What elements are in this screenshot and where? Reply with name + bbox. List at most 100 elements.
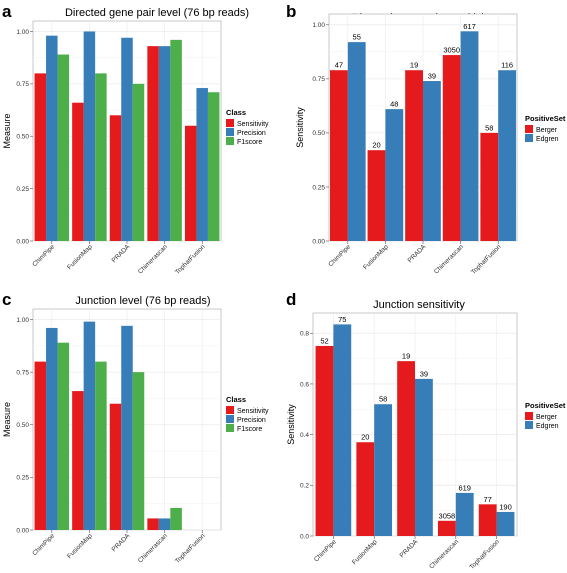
x-tick-label: FusionMap bbox=[66, 243, 94, 271]
data-label: 58 bbox=[379, 395, 387, 404]
x-tick-label: Chimerascan bbox=[433, 243, 465, 275]
legend-label: Precision bbox=[237, 130, 266, 137]
bar-edgren-fusionmap bbox=[374, 404, 393, 536]
chart-panel-c: c Junction level (76 bp reads) 0.00 0.25 0.5… bbox=[2, 290, 269, 565]
data-label: 19 bbox=[410, 61, 418, 70]
y-tick-label: 0.75 bbox=[312, 76, 325, 83]
y-tick-label: 0.25 bbox=[16, 475, 29, 482]
data-label: 77 bbox=[484, 495, 492, 504]
y-tick-label: 0.50 bbox=[16, 422, 29, 429]
chart-title: Junction level (76 bp reads) bbox=[75, 295, 210, 307]
bar-sensitivity-fusionmap bbox=[72, 102, 84, 241]
data-label: 52 bbox=[320, 336, 328, 345]
x-tick-label: FusionMap bbox=[351, 538, 379, 566]
panel-letter: c bbox=[2, 290, 11, 309]
bar-precision-prada bbox=[121, 37, 133, 242]
panel-letter: a bbox=[2, 2, 12, 21]
y-tick-label: 0.00 bbox=[312, 238, 325, 245]
bar-precision-tophatfusion bbox=[196, 88, 208, 241]
bar-berger-prada bbox=[397, 361, 415, 536]
data-label: 617 bbox=[463, 22, 476, 31]
bar-berger-chimpipe bbox=[329, 70, 348, 241]
bar-f1score-fusionmap bbox=[95, 73, 107, 241]
y-tick-label: 0.00 bbox=[16, 527, 29, 534]
bar-sensitivity-prada bbox=[109, 115, 122, 241]
data-label: 55 bbox=[353, 33, 361, 42]
legend-swatch bbox=[226, 424, 234, 432]
legend-swatch bbox=[226, 119, 234, 127]
x-tick-label: FusionMap bbox=[66, 532, 94, 560]
legend-swatch bbox=[226, 128, 234, 136]
bar-sensitivity-chimpipe bbox=[34, 361, 47, 530]
legend-swatch bbox=[226, 406, 234, 414]
legend-label: Precision bbox=[237, 417, 266, 424]
bar-precision-fusionmap bbox=[83, 31, 96, 241]
legend-swatch bbox=[226, 415, 234, 423]
bar-f1score-chimerascan bbox=[170, 39, 182, 241]
data-label: 39 bbox=[428, 72, 436, 81]
data-label: 47 bbox=[335, 61, 343, 70]
legend-title: PositiveSet bbox=[525, 401, 566, 410]
bar-sensitivity-chimerascan bbox=[147, 46, 159, 242]
chart-title: Junction sensitivity bbox=[373, 299, 465, 311]
bar-f1score-prada bbox=[132, 372, 145, 530]
legend-swatch bbox=[525, 412, 533, 420]
x-tick-label: Chimerascan bbox=[428, 538, 460, 570]
x-tick-label: ChimPipe bbox=[327, 243, 352, 268]
chart-panel-a: a Directed gene pair level (76 bp reads) 0… bbox=[2, 2, 269, 276]
y-tick-label: 0.00 bbox=[16, 238, 29, 245]
legend-swatch bbox=[525, 421, 533, 429]
bar-precision-fusionmap bbox=[83, 321, 96, 530]
legend-title: PositiveSet bbox=[525, 114, 566, 123]
x-tick-label: TophatFusion bbox=[470, 243, 503, 276]
data-label: 75 bbox=[338, 315, 346, 324]
bar-edgren-chimpipe bbox=[333, 324, 352, 536]
legend-swatch bbox=[226, 137, 234, 145]
bar-sensitivity-chimerascan bbox=[147, 518, 159, 530]
bar-edgren-fusionmap bbox=[385, 109, 404, 241]
y-tick-label: 0.25 bbox=[16, 186, 29, 193]
data-label: 619 bbox=[458, 483, 471, 492]
bar-berger-tophatfusion bbox=[478, 504, 497, 536]
bar-berger-tophatfusion bbox=[480, 132, 499, 241]
x-tick-label: ChimPipe bbox=[31, 532, 56, 557]
bar-precision-prada bbox=[121, 325, 133, 530]
y-tick-label: 0.75 bbox=[16, 81, 29, 88]
legend-label: Edgren bbox=[536, 423, 559, 430]
bar-f1score-fusionmap bbox=[95, 361, 107, 530]
x-tick-label: TophatFusion bbox=[468, 538, 501, 571]
bar-edgren-tophatfusion bbox=[498, 70, 517, 241]
x-tick-label: ChimPipe bbox=[31, 243, 56, 268]
data-label: 116 bbox=[501, 61, 513, 70]
x-tick-label: FusionMap bbox=[362, 243, 390, 271]
chart-panel-b: bDirected gene pair sensitivity0.000.250… bbox=[286, 2, 566, 276]
x-tick-label: TophatFusion bbox=[174, 532, 207, 565]
bar-precision-chimpipe bbox=[46, 35, 58, 241]
y-tick-label: 0.6 bbox=[300, 381, 309, 388]
bar-f1score-chimerascan bbox=[170, 507, 182, 530]
bar-berger-chimerascan bbox=[437, 520, 456, 536]
bar-sensitivity-chimpipe bbox=[34, 73, 47, 241]
y-tick-label: 0.8 bbox=[300, 331, 309, 338]
y-axis-title: Measure bbox=[2, 402, 12, 437]
bar-precision-chimerascan bbox=[158, 518, 171, 530]
bar-edgren-chimerascan bbox=[455, 492, 474, 536]
bar-edgren-tophatfusion bbox=[496, 511, 515, 536]
bar-sensitivity-tophatfusion bbox=[184, 125, 197, 241]
panel-letter: d bbox=[286, 290, 296, 309]
x-tick-label: ChimPipe bbox=[313, 538, 338, 563]
bar-f1score-prada bbox=[132, 83, 145, 241]
y-tick-label: 0.4 bbox=[300, 432, 309, 439]
x-tick-label: Chimerascan bbox=[137, 532, 169, 564]
data-label: 3058 bbox=[439, 511, 456, 520]
legend-title: Class bbox=[226, 108, 246, 117]
bar-edgren-prada bbox=[415, 378, 433, 536]
panel-letter: b bbox=[286, 2, 296, 21]
bar-f1score-chimpipe bbox=[57, 342, 70, 530]
bar-sensitivity-prada bbox=[109, 403, 122, 530]
x-tick-label: PRADA bbox=[111, 243, 132, 264]
y-axis-title: Sensitivity bbox=[295, 107, 305, 148]
legend-label: F1score bbox=[237, 139, 262, 146]
bar-berger-fusionmap bbox=[356, 442, 375, 536]
